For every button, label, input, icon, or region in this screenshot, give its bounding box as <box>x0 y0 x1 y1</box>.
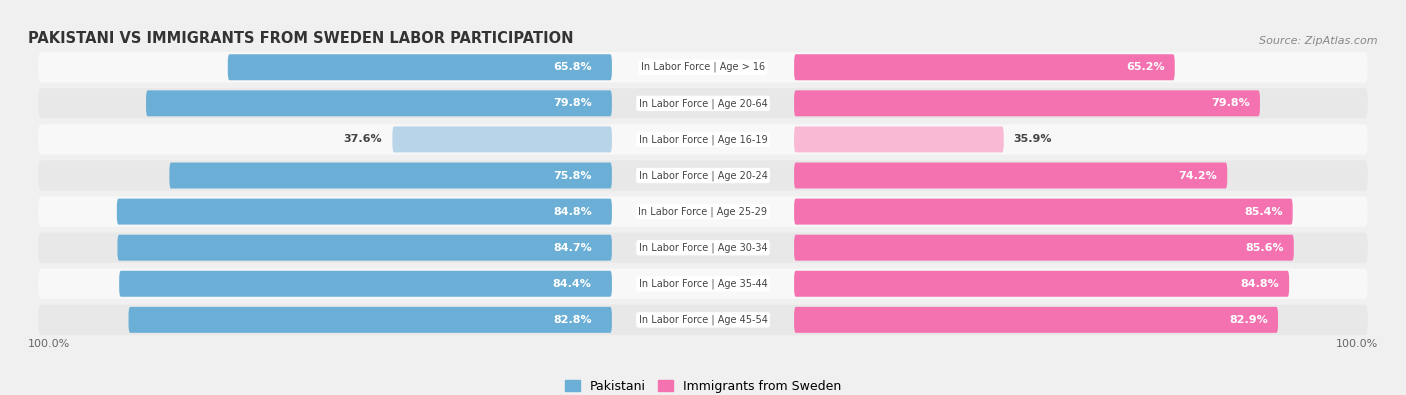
FancyBboxPatch shape <box>117 199 612 225</box>
FancyBboxPatch shape <box>794 126 1004 152</box>
Text: Source: ZipAtlas.com: Source: ZipAtlas.com <box>1260 36 1378 45</box>
FancyBboxPatch shape <box>38 233 1368 263</box>
FancyBboxPatch shape <box>794 271 1289 297</box>
Text: In Labor Force | Age 16-19: In Labor Force | Age 16-19 <box>638 134 768 145</box>
Text: In Labor Force | Age 35-44: In Labor Force | Age 35-44 <box>638 278 768 289</box>
FancyBboxPatch shape <box>794 235 1294 261</box>
FancyBboxPatch shape <box>38 88 1368 118</box>
Text: 79.8%: 79.8% <box>1211 98 1250 108</box>
Text: In Labor Force | Age 20-24: In Labor Force | Age 20-24 <box>638 170 768 181</box>
FancyBboxPatch shape <box>38 52 1368 83</box>
Text: 74.2%: 74.2% <box>1178 171 1218 181</box>
Text: In Labor Force | Age 30-34: In Labor Force | Age 30-34 <box>638 243 768 253</box>
FancyBboxPatch shape <box>146 90 612 116</box>
FancyBboxPatch shape <box>118 235 612 261</box>
Text: PAKISTANI VS IMMIGRANTS FROM SWEDEN LABOR PARTICIPATION: PAKISTANI VS IMMIGRANTS FROM SWEDEN LABO… <box>28 30 574 45</box>
Text: 65.8%: 65.8% <box>553 62 592 72</box>
FancyBboxPatch shape <box>128 307 612 333</box>
Text: 35.9%: 35.9% <box>1014 134 1052 145</box>
Text: 37.6%: 37.6% <box>343 134 382 145</box>
Text: 65.2%: 65.2% <box>1126 62 1164 72</box>
Text: 79.8%: 79.8% <box>553 98 592 108</box>
Text: 84.4%: 84.4% <box>553 279 592 289</box>
Text: 84.8%: 84.8% <box>1240 279 1279 289</box>
Text: 85.4%: 85.4% <box>1244 207 1282 216</box>
FancyBboxPatch shape <box>794 90 1260 116</box>
Text: 84.7%: 84.7% <box>553 243 592 253</box>
Text: 100.0%: 100.0% <box>1336 339 1378 349</box>
Text: 85.6%: 85.6% <box>1246 243 1284 253</box>
Legend: Pakistani, Immigrants from Sweden: Pakistani, Immigrants from Sweden <box>560 375 846 395</box>
Text: 82.8%: 82.8% <box>553 315 592 325</box>
FancyBboxPatch shape <box>38 196 1368 227</box>
FancyBboxPatch shape <box>228 54 612 80</box>
Text: 82.9%: 82.9% <box>1229 315 1268 325</box>
FancyBboxPatch shape <box>794 307 1278 333</box>
FancyBboxPatch shape <box>38 269 1368 299</box>
FancyBboxPatch shape <box>794 199 1292 225</box>
FancyBboxPatch shape <box>794 54 1175 80</box>
Text: 100.0%: 100.0% <box>28 339 70 349</box>
FancyBboxPatch shape <box>120 271 612 297</box>
Text: 84.8%: 84.8% <box>553 207 592 216</box>
Text: In Labor Force | Age 20-64: In Labor Force | Age 20-64 <box>638 98 768 109</box>
Text: In Labor Force | Age 25-29: In Labor Force | Age 25-29 <box>638 206 768 217</box>
FancyBboxPatch shape <box>169 162 612 188</box>
FancyBboxPatch shape <box>392 126 612 152</box>
FancyBboxPatch shape <box>38 124 1368 154</box>
FancyBboxPatch shape <box>38 160 1368 191</box>
FancyBboxPatch shape <box>38 305 1368 335</box>
Text: In Labor Force | Age > 16: In Labor Force | Age > 16 <box>641 62 765 73</box>
FancyBboxPatch shape <box>794 162 1227 188</box>
Text: 75.8%: 75.8% <box>553 171 592 181</box>
Text: In Labor Force | Age 45-54: In Labor Force | Age 45-54 <box>638 314 768 325</box>
